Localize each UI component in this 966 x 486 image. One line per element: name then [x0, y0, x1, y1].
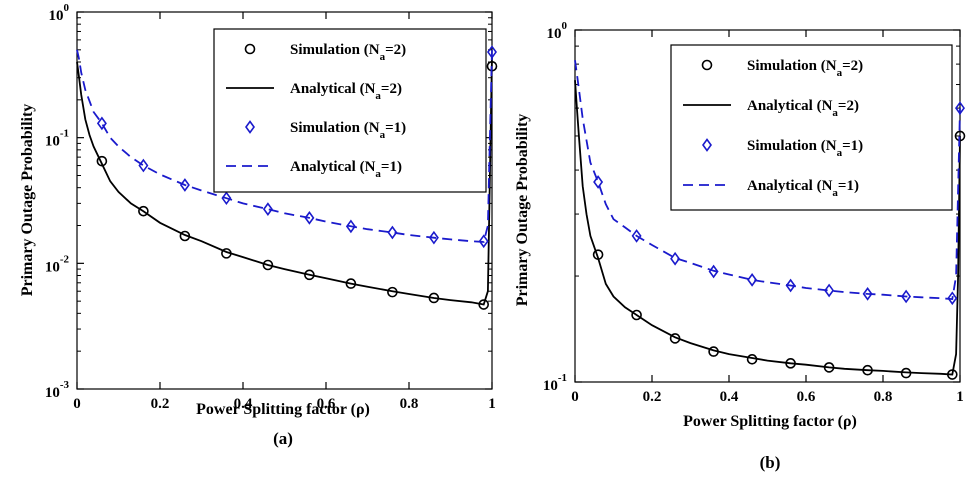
chart-b-data-point [901, 289, 912, 304]
chart-b-series-line [574, 60, 961, 301]
chart-b-legend-box [670, 44, 953, 211]
chart-b-legend-label: Analytical (Na=1) [747, 178, 859, 199]
chart-a-ytick-label: 10-1 [45, 128, 69, 150]
chart-b-data-point [670, 251, 681, 266]
chart-a-data-point [345, 219, 356, 234]
chart-a-legend-label: Analytical (Na=2) [290, 81, 402, 102]
chart-a-xtick-label: 0.6 [317, 396, 336, 412]
chart-a-xtick-label: 0.2 [151, 396, 170, 412]
chart-b-legend-swatch [702, 138, 712, 152]
chart-a-xtick-label: 0.8 [400, 396, 419, 412]
chart-a-legend: Simulation (Na=2) Analytical (Na=2) Simula… [213, 28, 487, 193]
chart-a-legend-label: Simulation (Na=1) [290, 120, 406, 141]
chart-a-data-point [221, 191, 232, 206]
chart-b-xtick-label: 0.2 [643, 389, 662, 405]
chart-b-legend-label: Simulation (Na=1) [747, 138, 863, 159]
chart-b-series-3 [574, 60, 961, 301]
chart-b-axes-frame [574, 29, 961, 383]
chart-b-data-point [785, 278, 796, 293]
chart-a-data-point [387, 225, 398, 240]
chart-b-legend-label: Simulation (Na=2) [747, 58, 863, 79]
chart-a-xtick-label: 0 [73, 396, 81, 412]
chart-a-data-point [262, 202, 273, 216]
chart-a-ylabel: Primary Outage Probability [19, 104, 36, 297]
chart-b-data-point [862, 286, 873, 301]
chart-panel-b: 100 10-10 0.2 0.4 0.6 0.8 1 Simulation (Na=2) An… [514, 20, 966, 472]
chart-b-legend-swatch [701, 59, 713, 71]
chart-a-legend-swatch [244, 43, 256, 55]
chart-a-data-point [96, 116, 107, 131]
chart-a-data-point [304, 211, 315, 225]
chart-a-axes-frame [76, 11, 493, 390]
chart-b-series-line [574, 80, 961, 376]
chart-b-data-point [824, 283, 835, 298]
chart-b-xtick-label: 0.6 [797, 389, 816, 405]
chart-b-ylabel: Primary Outage Probability [514, 114, 531, 307]
chart-a-plot-area: 100 10-1 10-2 10-30 0.2 0.4 0.6 0.8 1 Simulation … [45, 2, 498, 412]
chart-b-xtick-label: 1 [956, 389, 964, 405]
chart-b-xtick-label: 0.8 [874, 389, 893, 405]
chart-a-xlabel: Power Splitting factor (ρ) [196, 401, 370, 418]
chart-a-xtick-label: 1 [488, 396, 496, 412]
chart-b-legend-label: Analytical (Na=2) [747, 98, 859, 119]
chart-a-data-point [262, 259, 274, 271]
chart-b-data-point [631, 309, 642, 321]
chart-b-data-point [747, 273, 758, 287]
chart-panel-a: 100 10-1 10-2 10-30 0.2 0.4 0.6 0.8 1 Simulation … [19, 2, 498, 448]
chart-a-series-1 [76, 55, 493, 306]
chart-a-series-2 [96, 45, 497, 249]
chart-a-legend-swatch [245, 120, 255, 134]
chart-b-xtick-label: 0 [571, 389, 579, 405]
chart-b-series-1 [574, 80, 961, 376]
chart-b-ytick-label: 100 [547, 20, 568, 42]
chart-b-data-point [593, 175, 604, 189]
chart-a-series-line [76, 49, 493, 243]
chart-a-legend-label: Analytical (Na=1) [290, 159, 402, 180]
chart-b-caption: (b) [760, 453, 781, 472]
chart-b-ytick-label: 10-1 [543, 372, 567, 394]
chart-b-xlabel: Power Splitting factor (ρ) [683, 413, 857, 430]
chart-a-caption: (a) [273, 429, 293, 448]
chart-b-xtick-label: 0.4 [720, 389, 739, 405]
chart-a-xtick-label: 0.4 [234, 396, 253, 412]
chart-b-legend: Simulation (Na=2) Analytical (Na=2) Simula… [670, 44, 953, 211]
chart-a-ytick-label: 10-2 [45, 253, 70, 275]
chart-a-data-point [138, 158, 149, 173]
chart-a-data-point [138, 205, 149, 217]
chart-a-legend-label: Simulation (Na=2) [290, 42, 406, 63]
chart-b-series-2 [593, 101, 965, 306]
chart-a-data-point [478, 234, 489, 249]
chart-a-series-3 [76, 49, 493, 243]
chart-a-series-line [76, 55, 493, 306]
chart-b-plot-area: 100 10-10 0.2 0.4 0.6 0.8 1 Simulation (Na=2) An… [543, 20, 966, 405]
chart-a-ytick-label: 100 [49, 2, 70, 24]
chart-a-legend-box [213, 28, 487, 193]
chart-a-data-point [428, 230, 439, 245]
chart-a-ytick-label: 10-3 [45, 379, 70, 401]
chart-b-data-point [947, 291, 958, 306]
chart-b-data-point [631, 229, 642, 243]
